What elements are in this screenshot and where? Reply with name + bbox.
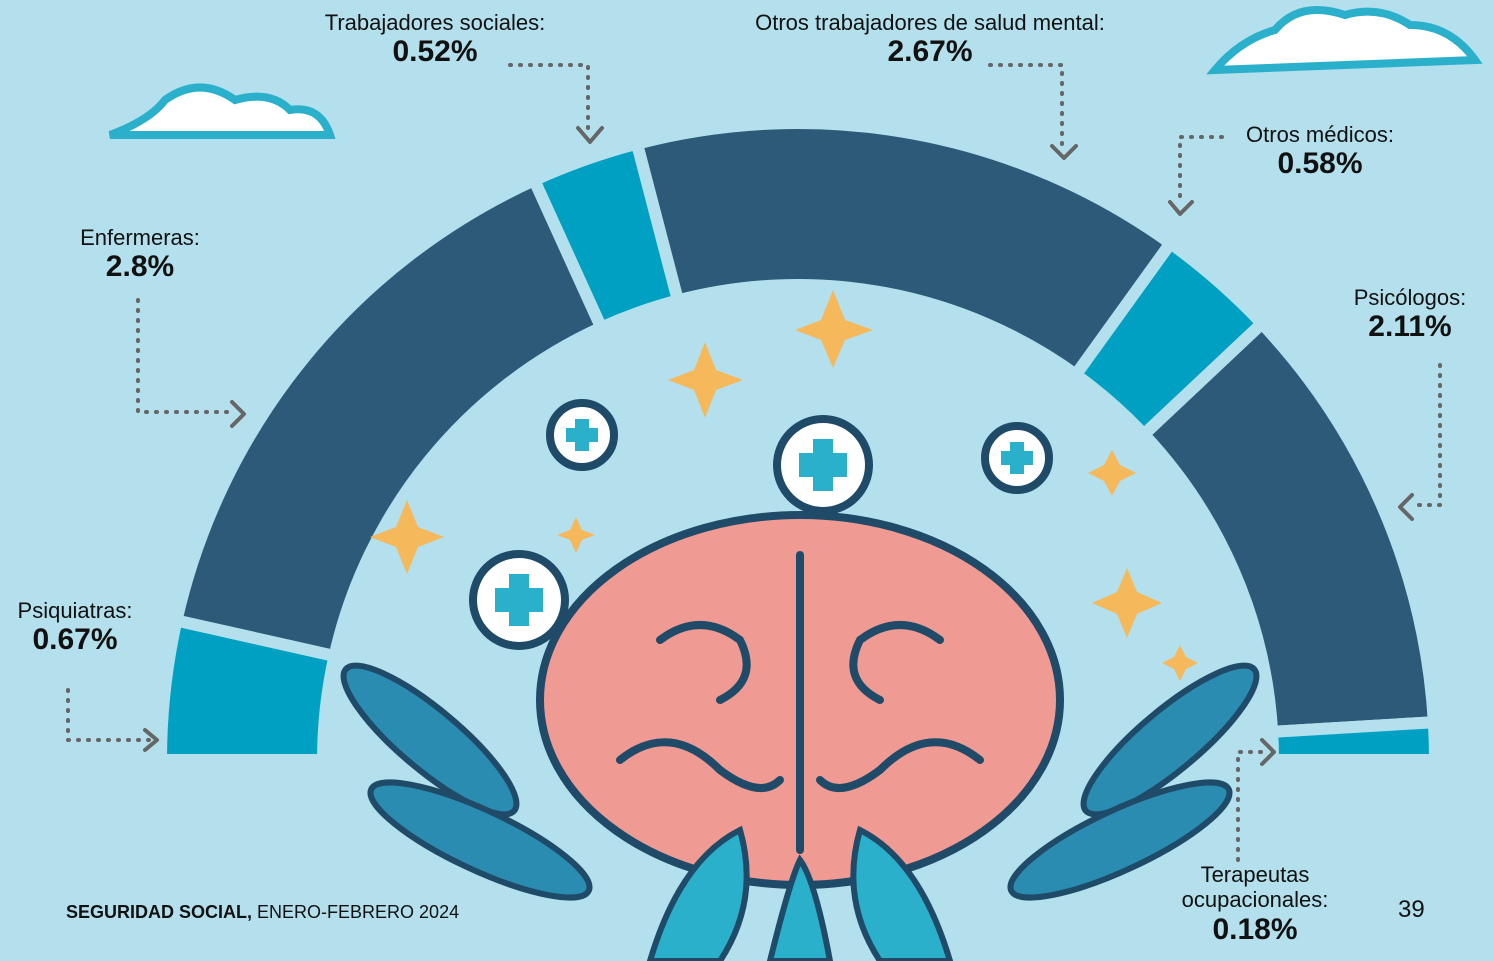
category-label: Psicólogos: (1320, 285, 1494, 310)
value-label: 0.58% (1215, 147, 1425, 182)
segment (1272, 722, 1435, 760)
value-label: 2.8% (40, 250, 240, 285)
label: Otros médicos:0.58% (1215, 122, 1425, 182)
label: Psicólogos:2.11% (1320, 285, 1494, 345)
label: Enfermeras:2.8% (40, 225, 240, 285)
category-label: Trabajadores sociales: (280, 10, 590, 35)
value-label: 2.67% (690, 35, 1170, 70)
category-label: Otros trabajadores de salud mental: (690, 10, 1170, 35)
page: SEGURIDAD SOCIAL, ENERO-FEBRERO 2024 39 … (0, 0, 1494, 961)
page-number: 39 (1398, 896, 1425, 924)
value-label: 0.67% (0, 623, 150, 658)
segment (637, 123, 1171, 375)
label: Trabajadores sociales:0.52% (280, 10, 590, 70)
label: Terapeutas ocupacionales:0.18% (1160, 862, 1350, 947)
publication: SEGURIDAD SOCIAL, (66, 902, 252, 922)
category-label: Otros médicos: (1215, 122, 1425, 147)
category-label: Enfermeras: (40, 225, 240, 250)
issue: ENERO-FEBRERO 2024 (257, 902, 459, 922)
value-label: 0.18% (1160, 913, 1350, 948)
value-label: 0.52% (280, 35, 590, 70)
category-label: Terapeutas ocupacionales: (1160, 862, 1350, 913)
label: Psiquiatras:0.67% (0, 598, 150, 658)
label: Otros trabajadores de salud mental:2.67% (690, 10, 1170, 70)
footer: SEGURIDAD SOCIAL, ENERO-FEBRERO 2024 (66, 902, 459, 923)
category-label: Psiquiatras: (0, 598, 150, 623)
value-label: 2.11% (1320, 310, 1494, 345)
